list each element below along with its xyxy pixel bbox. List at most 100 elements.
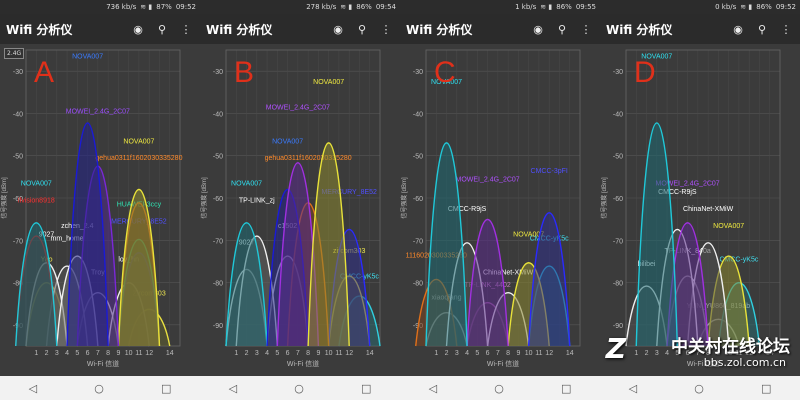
y-tick-label: -40 xyxy=(13,111,23,118)
network-ssid-label: NOVA007 xyxy=(641,54,672,61)
recents-icon[interactable]: □ xyxy=(361,381,372,395)
network-ssid-label: TP-LINK_zj xyxy=(239,197,275,204)
network-signal-curve[interactable] xyxy=(466,219,509,347)
wifi-analyzer-panel-a: 736 kb/s ≋ ▮ 87% 09:52 Wifi 分析仪 ◉ ⚲ ⋮ -30 -40 -50 -… xyxy=(0,0,200,400)
network-signal-curve[interactable] xyxy=(307,142,350,347)
band-toggle[interactable]: 2.4G xyxy=(4,48,25,59)
back-icon[interactable]: ◁ xyxy=(628,381,638,395)
wifi-status-icon: ≋ ▮ xyxy=(740,3,753,11)
y-tick-label: -70 xyxy=(13,238,23,245)
more-options-icon[interactable]: ⋮ xyxy=(380,22,392,36)
recents-icon[interactable]: □ xyxy=(161,381,172,395)
x-tick-label: 12 xyxy=(545,350,553,357)
x-axis-label: Wi-Fi 信道 xyxy=(87,359,119,368)
eye-icon[interactable]: ◉ xyxy=(733,22,743,36)
network-signal-curve[interactable] xyxy=(527,212,571,347)
home-icon[interactable]: ○ xyxy=(94,381,104,395)
network-ssid-label: MOWEI_2.4G_2C07 xyxy=(266,104,330,111)
back-icon[interactable]: ◁ xyxy=(228,381,238,395)
network-signal-curve[interactable] xyxy=(66,122,109,347)
x-tick-label: 1 xyxy=(234,350,238,357)
x-tick-label: 3 xyxy=(655,350,659,357)
x-tick-label: 5 xyxy=(75,350,79,357)
y-tick-label: -60 xyxy=(213,196,223,203)
network-ssid-label: gehua0311f1602030335280 xyxy=(95,155,182,162)
network-ssid-label: CMCC-3pFI xyxy=(531,168,568,175)
x-tick-label: 5 xyxy=(275,350,279,357)
wifi-status-icon: ≋ ▮ xyxy=(140,3,153,11)
x-tick-label: 1 xyxy=(634,350,638,357)
x-tick-label: 10 xyxy=(725,350,733,357)
network-ssid-label: MERCURY_8E52 xyxy=(321,189,377,196)
status-bar: 736 kb/s ≋ ▮ 87% 09:52 xyxy=(0,0,200,14)
network-ssid-label: NOVA007 xyxy=(313,79,344,86)
network-ssid-label: MOWEI_2.4G_2C07 xyxy=(655,181,719,188)
channel-graph-svg: -30-40-50-60-70-80-9012345678910111214YU… xyxy=(600,49,781,368)
more-options-icon[interactable]: ⋮ xyxy=(180,22,192,36)
home-icon[interactable]: ○ xyxy=(494,381,504,395)
recents-icon[interactable]: □ xyxy=(761,381,772,395)
status-bar: 1 kb/s ≋ ▮ 86% 09:55 xyxy=(400,0,600,14)
y-axis-label: 信号强度 [dBm] xyxy=(400,177,408,219)
more-options-icon[interactable]: ⋮ xyxy=(780,22,792,36)
signal-strength-icon[interactable]: ⚲ xyxy=(757,22,767,36)
network-speed: 0 kb/s xyxy=(715,3,737,11)
network-ssid-label: NOVA007 xyxy=(72,54,103,61)
recents-icon[interactable]: □ xyxy=(561,381,572,395)
x-tick-label: 2 xyxy=(245,350,249,357)
battery-level: 86% xyxy=(556,3,572,11)
y-tick-label: -40 xyxy=(613,111,623,118)
channel-graph[interactable]: -30-40-50-60-70-80-9012345678910111214Zi… xyxy=(0,44,200,374)
more-options-icon[interactable]: ⋮ xyxy=(580,22,592,36)
x-tick-label: 5 xyxy=(475,350,479,357)
battery-level: 87% xyxy=(156,3,172,11)
x-tick-label: 12 xyxy=(145,350,153,357)
network-signal-curve[interactable] xyxy=(425,142,468,347)
eye-icon[interactable]: ◉ xyxy=(133,22,143,36)
x-tick-label: 6 xyxy=(486,350,490,357)
y-axis-label: 信号强度 [dBm] xyxy=(200,177,208,219)
x-tick-label: 8 xyxy=(706,350,710,357)
home-icon[interactable]: ○ xyxy=(694,381,704,395)
x-tick-label: 14 xyxy=(766,350,774,357)
y-axis-label: 信号强度 [dBm] xyxy=(600,177,608,219)
panel-letter: A xyxy=(34,56,54,89)
y-tick-label: -50 xyxy=(613,154,623,161)
network-signal-curve[interactable] xyxy=(117,189,161,347)
channel-graph-svg: -30-40-50-60-70-80-9012345678910111214Zi… xyxy=(0,49,183,368)
x-tick-label: 3 xyxy=(455,350,459,357)
zol-logo-mark: Z xyxy=(605,332,626,365)
y-tick-label: -80 xyxy=(413,281,423,288)
y-tick-label: -90 xyxy=(613,323,623,330)
y-tick-label: -50 xyxy=(213,154,223,161)
y-tick-label: -90 xyxy=(213,323,223,330)
network-ssid-label: CMCC-R9jS xyxy=(448,206,487,213)
system-nav-bar: ◁ ○ □ xyxy=(200,376,400,400)
x-tick-label: 3 xyxy=(55,350,59,357)
y-tick-label: -70 xyxy=(613,238,623,245)
x-tick-label: 10 xyxy=(125,350,133,357)
eye-icon[interactable]: ◉ xyxy=(533,22,543,36)
watermark-url: bbs.zol.com.cn xyxy=(703,356,786,369)
y-tick-label: -50 xyxy=(13,154,23,161)
y-tick-label: -40 xyxy=(213,111,223,118)
signal-strength-icon[interactable]: ⚲ xyxy=(357,22,367,36)
back-icon[interactable]: ◁ xyxy=(428,381,438,395)
network-ssid-label: MOWEI_2.4G_2C07 xyxy=(455,176,519,183)
x-tick-label: 12 xyxy=(745,350,753,357)
network-signal-curve[interactable] xyxy=(225,222,268,347)
app-bar: Wifi 分析仪 ◉ ⚲ ⋮ xyxy=(200,14,400,44)
eye-icon[interactable]: ◉ xyxy=(333,22,343,36)
network-signal-curve[interactable] xyxy=(15,222,58,347)
signal-strength-icon[interactable]: ⚲ xyxy=(157,22,167,36)
y-tick-label: -30 xyxy=(413,69,423,76)
home-icon[interactable]: ○ xyxy=(294,381,304,395)
signal-strength-icon[interactable]: ⚲ xyxy=(557,22,567,36)
channel-graph[interactable]: -30-40-50-60-70-80-9012345678910111214xi… xyxy=(400,44,600,374)
network-signal-curve[interactable] xyxy=(635,122,679,347)
back-icon[interactable]: ◁ xyxy=(28,381,38,395)
channel-graph[interactable]: -30-40-50-60-70-80-9012345678910111214CM… xyxy=(200,44,400,374)
x-tick-label: 4 xyxy=(465,350,469,357)
app-title: Wifi 分析仪 xyxy=(606,22,673,37)
channel-graph[interactable]: -30-40-50-60-70-80-9012345678910111214YU… xyxy=(600,44,800,374)
